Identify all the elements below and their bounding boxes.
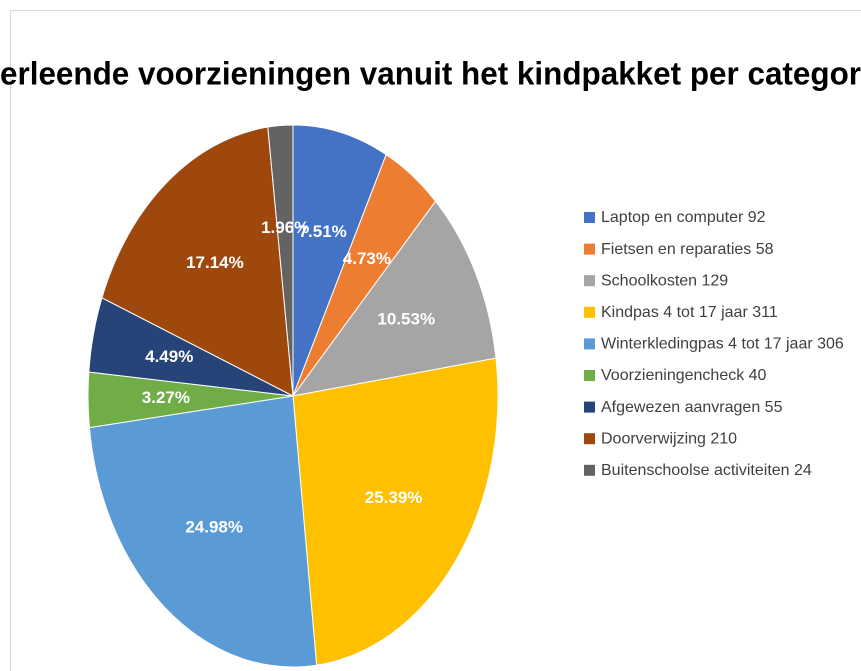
pie-slice xyxy=(292,124,387,397)
pie-slice xyxy=(88,395,318,668)
data-label: 7.51% xyxy=(299,222,347,241)
chart-frame xyxy=(10,10,861,671)
data-label: 1.96% xyxy=(261,218,309,237)
legend-swatch xyxy=(584,212,595,223)
data-label: 17.14% xyxy=(186,253,244,272)
legend-swatch xyxy=(584,338,595,350)
legend-label: Kindpas 4 tot 17 jaar 311 xyxy=(601,304,778,321)
legend-label: Fietsen en reparaties 58 xyxy=(601,241,774,258)
legend-swatch xyxy=(584,275,595,287)
legend-swatch xyxy=(584,306,595,318)
data-label: 4.49% xyxy=(145,347,193,366)
legend-label: Laptop en computer 92 xyxy=(601,209,766,226)
legend-label: Voorzieningencheck 40 xyxy=(601,367,767,384)
legend-label: Schoolkosten 129 xyxy=(601,272,728,289)
data-label: 24.98% xyxy=(185,517,243,536)
data-label: 3.27% xyxy=(142,388,190,407)
legend-swatch xyxy=(584,401,595,413)
legend-label: Doorverwijzing 210 xyxy=(601,430,737,447)
data-label: 10.53% xyxy=(377,309,435,328)
legend-label: Afgewezen aanvragen 55 xyxy=(601,399,783,416)
legend-label: Winterkledingpas 4 tot 17 jaar 306 xyxy=(601,336,844,353)
legend-swatch xyxy=(584,433,595,445)
data-label: 25.39% xyxy=(365,488,423,507)
legend-label: Buitenschoolse activiteiten 24 xyxy=(601,462,812,479)
pie-slice xyxy=(291,200,497,397)
pie-slice xyxy=(292,357,499,666)
pie-slice xyxy=(267,124,294,397)
chart-title: erleende voorzieningen vanuit het kindpa… xyxy=(0,55,861,91)
legend-swatch xyxy=(584,370,595,381)
legend-swatch xyxy=(584,464,595,476)
legend-swatch xyxy=(584,243,595,255)
pie-slice xyxy=(101,126,294,397)
data-label: 4.73% xyxy=(343,249,391,268)
